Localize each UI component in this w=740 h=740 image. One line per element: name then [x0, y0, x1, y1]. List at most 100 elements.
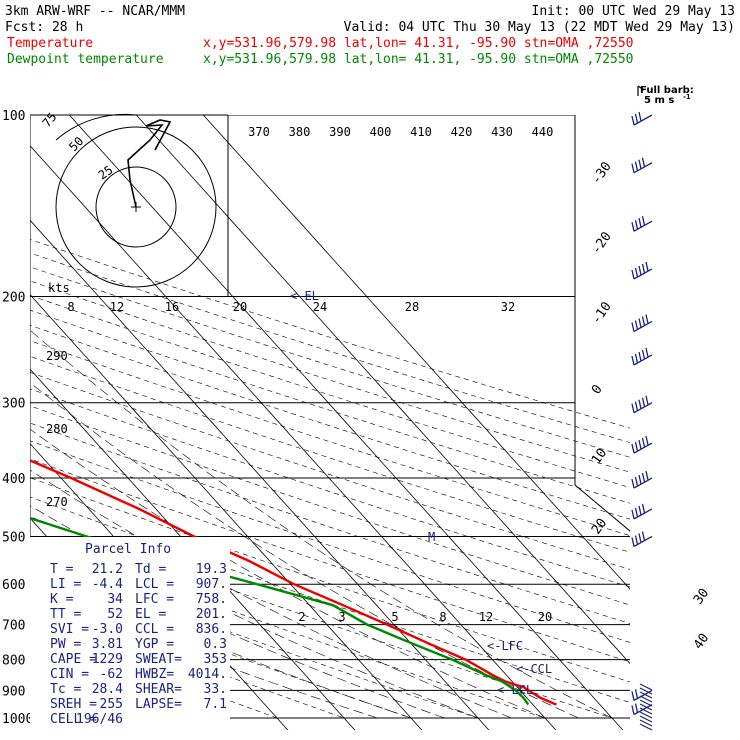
parcel-value: 7.1 — [204, 697, 227, 712]
barb-staff — [633, 354, 653, 366]
barb-flag — [641, 531, 646, 541]
level-marker-lcl: <-LCL — [497, 683, 533, 697]
parcel-label: K = — [50, 592, 74, 607]
barb-flag — [641, 349, 646, 360]
barb-flag — [631, 478, 635, 489]
theta-e-label: 420 — [451, 125, 473, 139]
barb-flag — [638, 474, 642, 485]
temperature-location: x,y=531.96,579.98 lat,lon= 41.31, -95.90… — [203, 36, 633, 51]
theta-label: 280 — [46, 422, 68, 436]
barb-flag — [634, 267, 639, 278]
isotherm-label: 30 — [691, 586, 712, 607]
parcel-value: -3.0 — [92, 622, 123, 637]
moist-adiabat — [30, 382, 579, 719]
barb-flag — [631, 705, 635, 715]
pressure-label-900: 900 — [2, 684, 25, 699]
hodo-trace — [127, 119, 172, 208]
hodo-axis-label: 16 — [165, 300, 179, 314]
barb-flag — [641, 503, 646, 514]
pressure-label-500: 500 — [2, 530, 25, 545]
wind-barb-low — [639, 707, 653, 715]
mixing-ratio-label: 2 — [298, 610, 305, 624]
parcel-value: 34 — [107, 592, 123, 607]
parcel-value: 19.3 — [196, 562, 227, 577]
wind-barb-low — [639, 683, 653, 691]
dewpoint-legend: Dewpoint temperature — [7, 52, 164, 67]
barb-flag — [645, 314, 649, 324]
parcel-label: SREH = — [50, 697, 97, 712]
parcel-label: LFC = — [135, 592, 174, 607]
barb-flag — [634, 703, 639, 713]
parcel-label: SVI = — [50, 622, 89, 637]
theta-e-label: 380 — [289, 125, 311, 139]
parcel-label: T = — [50, 562, 74, 577]
theta-label: 290 — [46, 349, 68, 363]
barb-flag — [634, 401, 639, 411]
wind-barb-low — [639, 695, 653, 703]
wind-barb — [631, 314, 653, 333]
barb-flag — [641, 437, 646, 448]
barb-flag — [631, 269, 635, 280]
barb-flag — [634, 113, 639, 124]
isotherm — [136, 115, 630, 665]
level-marker-lfc: <-LFC — [487, 639, 523, 653]
isotherm-label: 20 — [589, 516, 610, 537]
barb-flag — [641, 316, 646, 326]
parcel-label: YGP = — [135, 637, 174, 652]
parcel-value: 52 — [107, 607, 123, 622]
barb-flag — [638, 399, 642, 409]
isotherm-label: 10 — [589, 446, 610, 467]
dry-adiabat — [30, 440, 630, 643]
barb-flag — [631, 322, 635, 332]
hodo-axis-label: 32 — [501, 300, 515, 314]
wind-barb-low — [639, 711, 653, 719]
barb-flag — [641, 157, 646, 167]
hodo-units: kts — [48, 281, 70, 295]
parcel-label: CIN = — [50, 667, 89, 682]
model-title: 3km ARW-WRF -- NCAR/MMM — [5, 4, 185, 19]
barb-staff — [633, 114, 653, 126]
moist-adiabat — [30, 428, 546, 719]
barb-flag — [638, 265, 642, 276]
barb-flag — [638, 318, 642, 328]
barb-staff — [633, 220, 653, 232]
level-marker-el: <-EL — [290, 289, 319, 303]
wind-barb — [631, 689, 653, 701]
plot-border-diagonal — [574, 484, 630, 532]
barb-flag — [634, 476, 639, 487]
parcel-value: 1229 — [92, 652, 123, 667]
wind-barb-low — [639, 687, 653, 695]
barb-flag — [634, 320, 639, 330]
isotherm — [30, 145, 557, 730]
parcel-value: 3.81 — [92, 637, 123, 652]
barb-flag — [634, 353, 639, 364]
parcel-value: 196/46 — [76, 712, 123, 727]
parcel-value: 836. — [196, 622, 227, 637]
barb-staff — [633, 477, 653, 489]
wind-barb — [631, 347, 653, 366]
wind-barb — [631, 216, 653, 232]
level-marker-ccl: <-CCL — [516, 662, 552, 676]
wind-barb — [631, 111, 653, 126]
moist-adiabat — [30, 329, 613, 719]
mixing-ratio-label: 8 — [439, 610, 446, 624]
mixing-ratio-label: 20 — [538, 610, 552, 624]
barb-flag — [645, 347, 649, 358]
isotherm — [203, 115, 630, 590]
isotherm-label: -30 — [589, 159, 615, 187]
barb-flag — [631, 403, 635, 413]
parcel-label: SHEAR= — [135, 682, 182, 697]
barb-staff — [633, 320, 653, 333]
isotherm-label: 40 — [691, 631, 712, 652]
barb-flag — [638, 439, 642, 450]
barb-flag — [631, 509, 635, 520]
parcel-value: 255 — [100, 697, 123, 712]
dry-adiabat — [30, 340, 630, 536]
isotherm-label: -20 — [589, 229, 615, 257]
barb-flag — [631, 537, 635, 547]
mixing-ratio-label: 12 — [479, 610, 493, 624]
hodo-axis-label: 20 — [233, 300, 247, 314]
wind-barb — [631, 435, 653, 454]
wind-barb-low — [639, 699, 653, 707]
parcel-label: EL = — [135, 607, 166, 622]
